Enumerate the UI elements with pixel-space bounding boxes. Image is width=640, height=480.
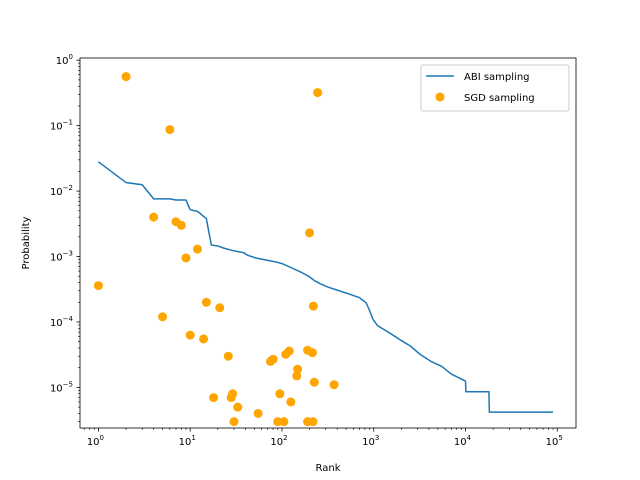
sgd-sampling-point	[176, 220, 186, 230]
plot-area	[80, 58, 576, 428]
sgd-sampling-point	[228, 389, 238, 399]
legend-frame	[420, 64, 570, 112]
y-tick-label: 10−2	[50, 184, 73, 198]
y-axis-ticks: 10−5 10−4 10−3 10−2 10−1 100	[50, 53, 80, 422]
sgd-sampling-point	[201, 297, 211, 307]
x-tick-label: 105	[546, 434, 563, 448]
y-tick-label: 100	[56, 53, 73, 67]
sgd-sampling-point	[293, 364, 303, 374]
sgd-sampling-point	[158, 312, 168, 322]
legend: ABI sampling SGD sampling	[420, 64, 570, 112]
x-tick-label: 100	[87, 434, 104, 448]
x-tick-label: 102	[270, 434, 287, 448]
sgd-sampling-point	[284, 346, 294, 356]
legend-marker-sgd	[435, 92, 445, 102]
sgd-sampling-point	[185, 330, 195, 340]
y-tick-label: 10−5	[50, 380, 73, 394]
legend-label-abi: ABI sampling	[464, 72, 530, 83]
y-tick-label: 10−1	[50, 119, 73, 133]
x-tick-label: 101	[179, 434, 196, 448]
sgd-sampling-point	[199, 334, 209, 344]
sgd-sampling-point	[308, 301, 318, 311]
sgd-sampling-point	[209, 393, 219, 403]
legend-label-sgd: SGD sampling	[464, 93, 535, 104]
abi-sampling-line	[97, 161, 554, 413]
sgd-sampling-point	[305, 228, 315, 238]
sgd-sampling-point	[275, 389, 285, 399]
sgd-sampling-point	[329, 380, 339, 390]
x-axis-ticks: 100 101 102 103 104 105	[83, 428, 563, 448]
sgd-sampling-point	[268, 354, 278, 364]
plot-frame	[79, 57, 577, 429]
sgd-sampling-point	[165, 125, 175, 135]
sgd-sampling-point	[229, 417, 239, 427]
sgd-sampling-point	[192, 244, 202, 254]
sgd-sampling-point	[181, 253, 191, 263]
sgd-sampling-point	[309, 377, 319, 387]
sgd-sampling-point	[223, 351, 233, 361]
sgd-sampling-point	[307, 348, 317, 358]
sgd-sampling-point	[279, 417, 289, 427]
sgd-sampling-point	[149, 212, 159, 222]
x-tick-label: 103	[362, 434, 379, 448]
y-tick-label: 10−4	[50, 315, 74, 329]
sgd-sampling-point	[308, 417, 318, 427]
y-axis-label: Probability	[21, 216, 32, 269]
sgd-sampling-point	[292, 371, 302, 381]
sgd-sampling-point	[313, 88, 323, 98]
sgd-sampling-point	[233, 402, 243, 412]
sgd-sampling-point	[215, 303, 225, 313]
x-axis-label: Rank	[316, 463, 341, 474]
y-tick-label: 10−3	[50, 250, 73, 264]
x-tick-label: 104	[454, 434, 472, 448]
sgd-sampling-point	[253, 408, 263, 418]
sgd-sampling-point	[93, 281, 103, 291]
sgd-sampling-point	[121, 72, 131, 82]
series-layer	[93, 72, 554, 427]
sgd-sampling-point	[286, 397, 296, 407]
